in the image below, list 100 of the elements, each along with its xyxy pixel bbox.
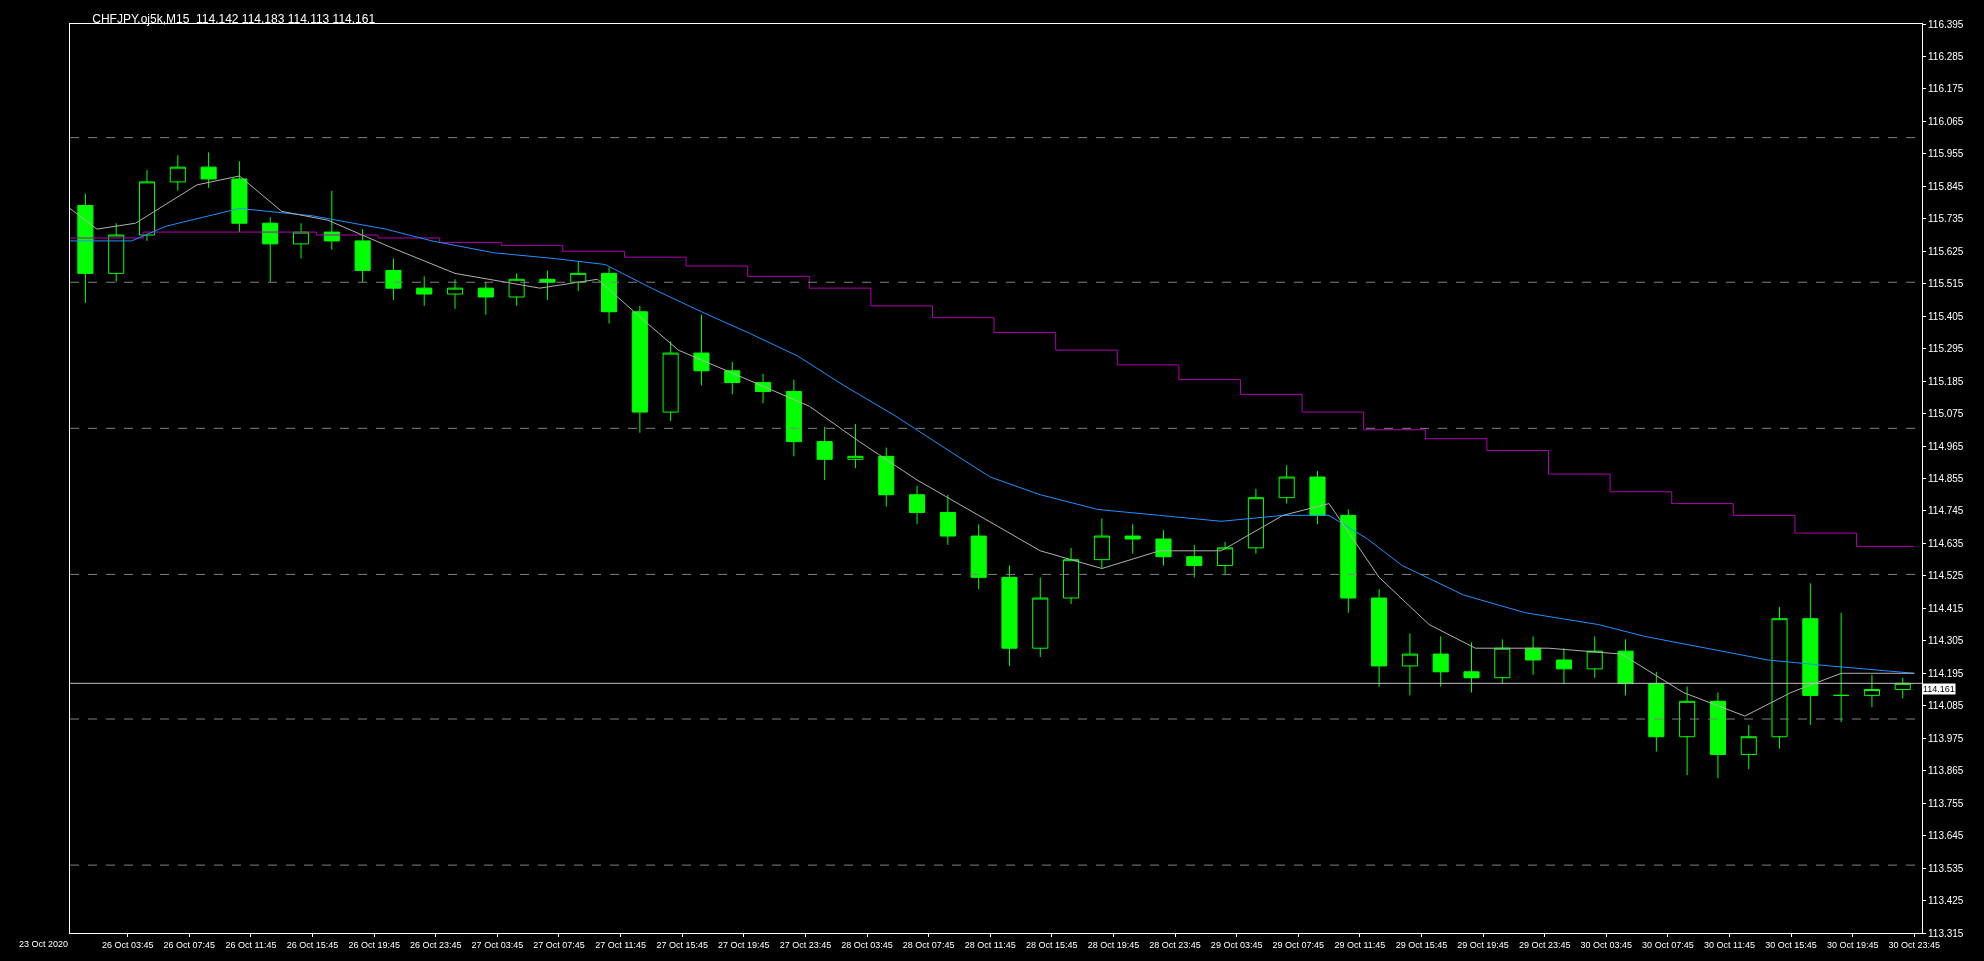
y-tick-label: 115.955 <box>1928 148 1964 160</box>
candlestick <box>446 278 464 310</box>
x-tick-label: 27 Oct 23:45 <box>779 939 832 950</box>
candlestick <box>693 314 710 387</box>
candlestick <box>169 154 186 192</box>
candlestick <box>108 222 125 283</box>
candlestick <box>416 275 433 307</box>
candlestick <box>1309 470 1326 525</box>
x-tick-label: 28 Oct 03:45 <box>841 939 893 950</box>
candlestick <box>1371 588 1388 688</box>
candlestick <box>847 423 864 469</box>
x-tick-label: 26 Oct 15:45 <box>286 939 339 950</box>
y-tick-label: 116.395 <box>1928 18 1964 30</box>
candlestick <box>1186 544 1203 578</box>
candlestick <box>1155 529 1172 567</box>
chart-title: CHFJPY.oj5k,M15 114.142 114.183 114.113 114.161 <box>92 11 376 26</box>
x-tick-label: 30 Oct 07:45 <box>1642 939 1694 950</box>
x-tick-label: 26 Oct 03:45 <box>101 939 154 950</box>
candlestick <box>1217 541 1234 575</box>
candlestick <box>878 447 895 508</box>
candlestick <box>138 169 156 242</box>
y-tick-label: 116.065 <box>1928 115 1964 127</box>
y-tick-label: 115.075 <box>1928 408 1964 420</box>
candlestick <box>1525 635 1542 676</box>
y-tick-label: 114.195 <box>1928 667 1964 679</box>
candlestick <box>601 266 618 325</box>
candlestick <box>1802 582 1819 726</box>
y-tick-label: 115.185 <box>1928 375 1964 387</box>
x-tick-label: 29 Oct 11:45 <box>1334 939 1386 950</box>
ref-line-label: 114.161 <box>1923 684 1955 694</box>
y-tick-label: 114.745 <box>1928 505 1964 517</box>
x-tick-label: 29 Oct 15:45 <box>1395 939 1448 950</box>
candlestick <box>1401 632 1418 696</box>
candlestick <box>724 361 741 395</box>
x-tick-label: 28 Oct 07:45 <box>902 939 955 950</box>
candlestick <box>1463 641 1480 693</box>
y-tick-label: 113.315 <box>1928 927 1964 939</box>
candlestick <box>1771 606 1788 750</box>
y-tick-label: 113.755 <box>1928 797 1964 809</box>
x-tick-label: 30 Oct 23:45 <box>1888 939 1941 950</box>
x-tick-label: 27 Oct 19:45 <box>718 939 770 950</box>
candlestick <box>1001 565 1018 667</box>
candlestick <box>1124 523 1141 555</box>
candlestick <box>1093 517 1110 570</box>
y-tick-label: 115.735 <box>1928 213 1964 225</box>
x-tick-label: 29 Oct 07:45 <box>1272 939 1325 950</box>
x-tick-label: 27 Oct 11:45 <box>595 939 647 950</box>
candlestick <box>1833 612 1850 723</box>
candlestick <box>262 216 279 283</box>
y-tick-label: 114.635 <box>1928 537 1964 549</box>
y-tick-label: 114.085 <box>1928 700 1964 712</box>
x-tick-label: 28 Oct 15:45 <box>1026 939 1078 950</box>
x-tick-label: 26 Oct 11:45 <box>225 939 277 950</box>
candlestick <box>1679 686 1696 776</box>
y-tick-label: 115.625 <box>1928 245 1964 257</box>
candlestick <box>1709 691 1726 779</box>
x-tick-label: 30 Oct 03:45 <box>1580 939 1633 950</box>
y-tick-label: 113.425 <box>1928 895 1964 907</box>
candlestick <box>1432 635 1449 688</box>
x-tick-label: 29 Oct 23:45 <box>1518 939 1571 950</box>
candlestick <box>785 379 802 457</box>
x-tick-label: 26 Oct 19:45 <box>348 939 400 950</box>
x-tick-label: 30 Oct 19:45 <box>1826 939 1879 950</box>
candlestick <box>631 305 648 434</box>
candlestick <box>1032 576 1049 658</box>
candlestick <box>1063 547 1080 605</box>
y-tick-label: 115.515 <box>1928 278 1964 290</box>
x-tick-label: 28 Oct 23:45 <box>1149 939 1201 950</box>
candlestick <box>662 340 679 422</box>
x-tick-label: 27 Oct 03:45 <box>471 939 524 950</box>
candlestick <box>477 281 494 316</box>
y-tick-label: 114.855 <box>1928 473 1964 484</box>
candlestick <box>1247 488 1264 555</box>
candlestick <box>1740 724 1757 770</box>
x-tick-label: 30 Oct 15:45 <box>1765 939 1817 950</box>
y-tick-label: 113.865 <box>1928 765 1964 777</box>
candlestick <box>909 485 926 525</box>
x-tick-label: 28 Oct 11:45 <box>964 939 1016 950</box>
candlestick <box>570 261 587 292</box>
candlestick <box>1648 671 1665 752</box>
y-tick-label: 113.975 <box>1928 732 1964 744</box>
candlestick <box>1494 638 1511 685</box>
x-tick-label: 30 Oct 11:45 <box>1704 939 1755 950</box>
x-tick-label: 26 Oct 07:45 <box>163 939 216 950</box>
candlestick <box>939 494 956 546</box>
y-tick-label: 115.295 <box>1928 343 1964 355</box>
y-tick-label: 114.525 <box>1928 570 1964 582</box>
candlestick <box>1617 638 1634 696</box>
y-tick-label: 114.305 <box>1928 635 1964 647</box>
candlestick <box>200 151 217 189</box>
x-tick-label: 29 Oct 03:45 <box>1210 939 1263 950</box>
y-tick-label: 113.645 <box>1928 830 1964 842</box>
candlestick <box>1278 464 1295 505</box>
candlestick <box>385 258 402 301</box>
y-tick-label: 114.415 <box>1928 602 1964 614</box>
y-tick-label: 116.285 <box>1928 50 1964 62</box>
y-tick-label: 115.845 <box>1928 180 1964 192</box>
candlestick <box>354 228 371 283</box>
candlestick <box>539 269 556 301</box>
candlestick <box>231 160 248 233</box>
